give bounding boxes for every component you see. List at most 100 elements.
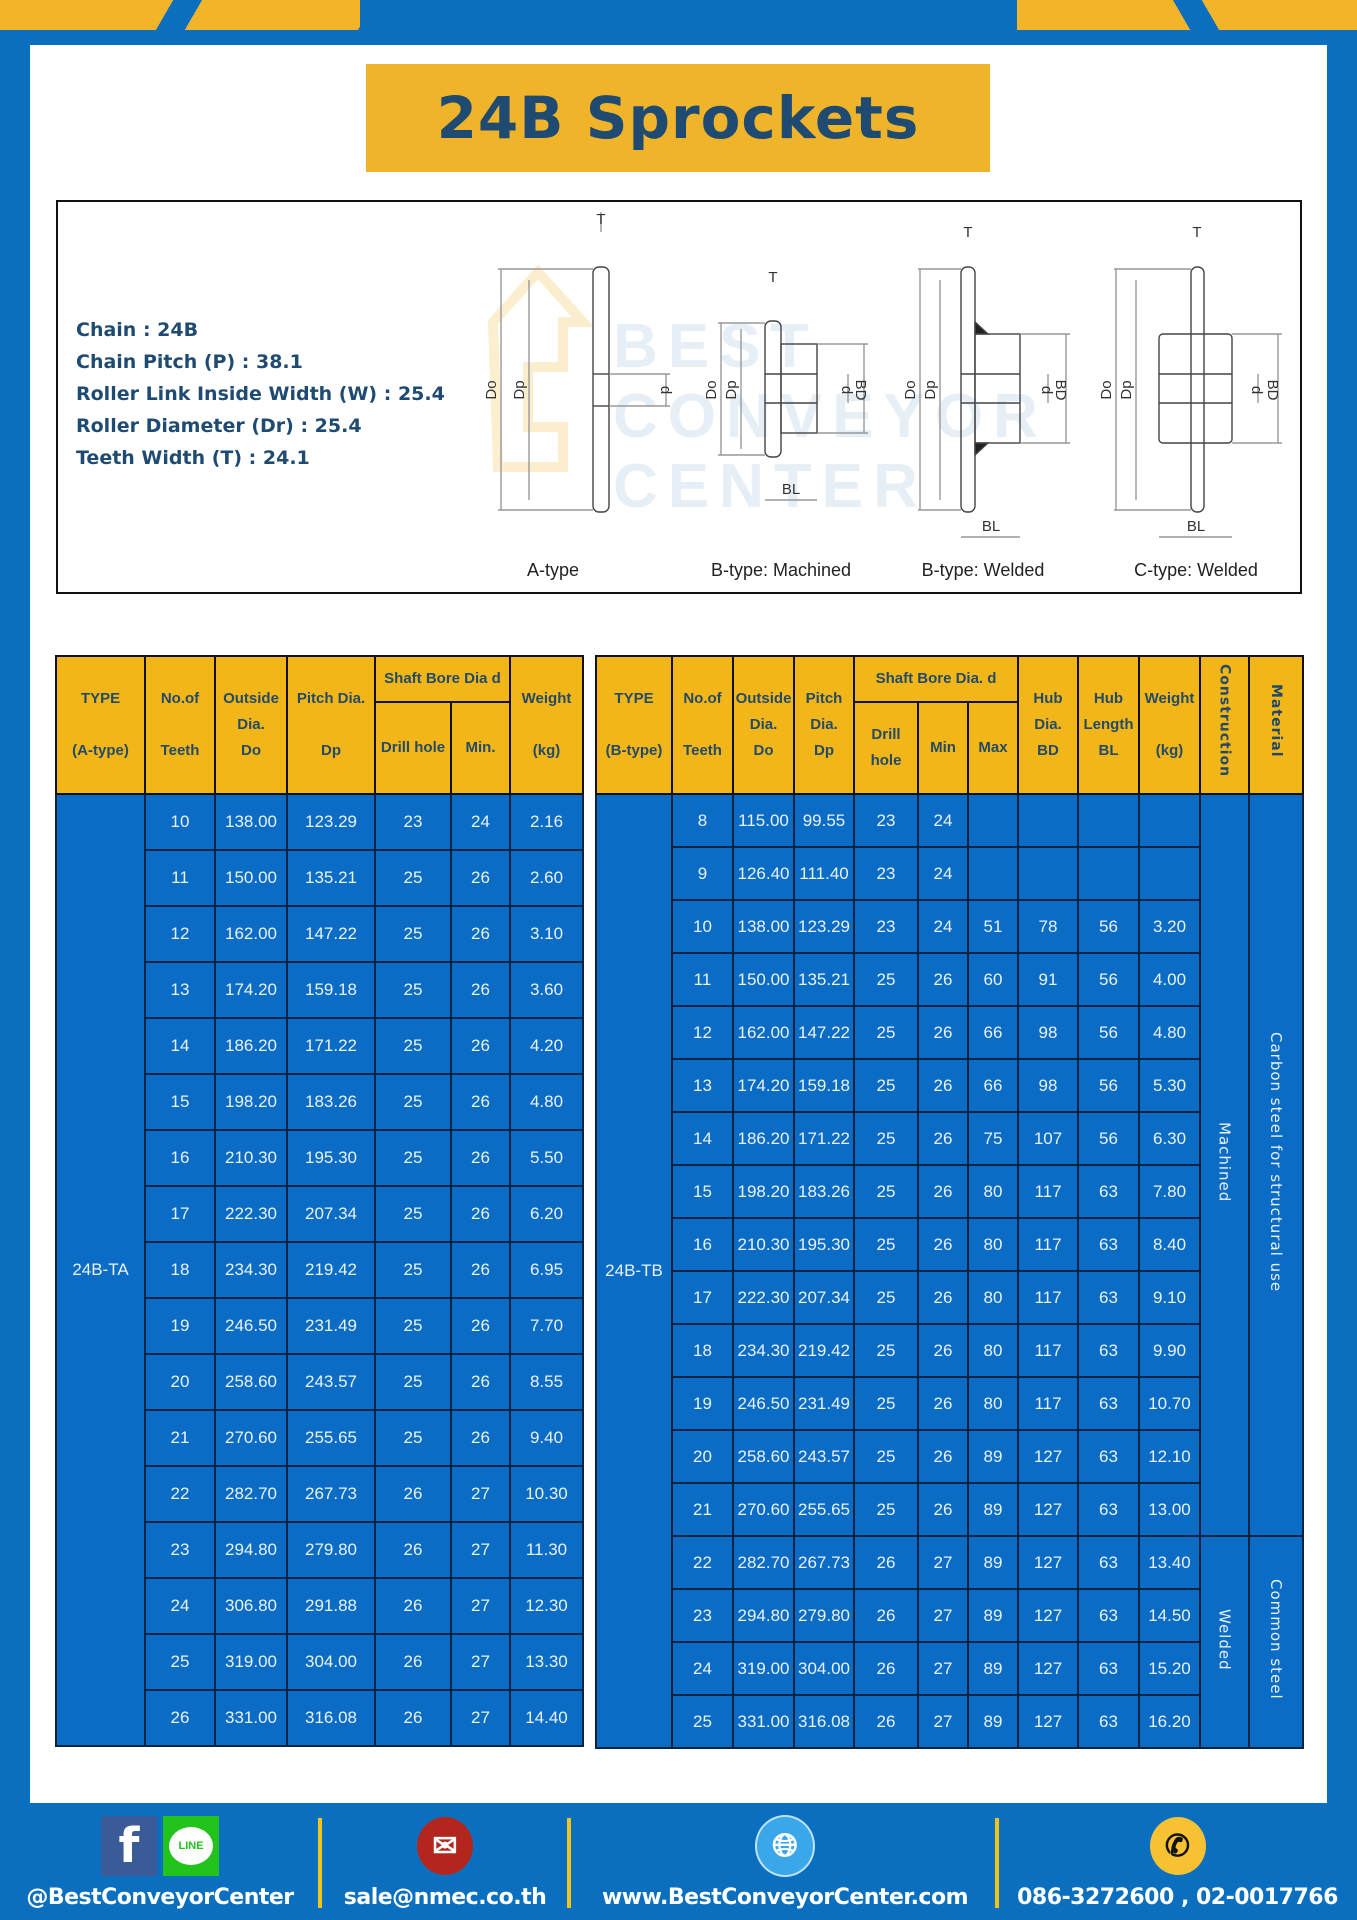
cell-max-bore: 89 [967,1588,1019,1643]
cell-weight: 4.00 [1138,952,1201,1007]
spec-chain-pitch: Chain Pitch (P) : 38.1 [76,351,303,373]
cell-weight: 8.40 [1138,1217,1201,1272]
header-drill-hole: Drill hole [374,701,452,795]
spec-diagram-box: BEST CONVEYOR CENTER [56,200,1302,594]
contact-footer: f LINE @BestConveyorCenter ✉ sale@nmec.c… [0,1803,1357,1920]
header-type: TYPE (A-type) [55,655,146,795]
svg-text:BEST: BEST [613,312,818,381]
dim-label-bl: BL [782,481,800,498]
cell-drill-hole: 25 [853,1429,919,1484]
cell-drill-hole: 26 [853,1535,919,1590]
cell-pitch-dia: 123.29 [286,793,376,851]
social-handle[interactable]: @BestConveyorCenter [26,1885,294,1910]
cell-min-bore: 27 [450,1521,511,1579]
cell-weight: 3.10 [509,905,584,963]
footer-website: 🌐︎ www.BestConveyorCenter.com [580,1803,990,1920]
cell-teeth: 22 [144,1465,216,1523]
cell-weight: 8.55 [509,1353,584,1411]
material-cell: Carbon steel for structural use [1248,793,1304,1537]
cell-outside-dia: 270.60 [732,1482,795,1537]
cell-teeth: 21 [671,1482,734,1537]
page-title: 24B Sprockets [436,84,920,152]
cell-hub-dia: 107 [1017,1111,1079,1166]
cell-teeth: 17 [671,1270,734,1325]
cell-outside-dia: 222.30 [214,1185,288,1243]
table-row: 15 198.20 183.26 25 26 4.80 [56,1073,584,1131]
email-link[interactable]: sale@nmec.co.th [343,1885,547,1910]
cell-drill-hole: 23 [853,846,919,901]
line-badge-text: LINE [169,1827,213,1865]
facebook-icon[interactable]: f [101,1816,157,1876]
phone-numbers[interactable]: 086-3272600 , 02-0017766 [1017,1885,1338,1910]
cell-pitch-dia: 195.30 [793,1217,855,1272]
cell-outside-dia: 174.20 [732,1058,795,1113]
cell-teeth: 23 [671,1588,734,1643]
table-row: 16 210.30 195.30 25 26 5.50 [56,1129,584,1187]
dim-label-t: T [963,224,972,241]
cell-weight: 13.00 [1138,1482,1201,1537]
table-row: 10 138.00 123.29 23 24 51 78 56 3.20 [596,899,1303,954]
cell-max-bore: 66 [967,1005,1019,1060]
cell-pitch-dia: 135.21 [793,952,855,1007]
cell-hub-length: 56 [1077,899,1140,954]
cell-min-bore: 26 [917,1482,969,1537]
cell-weight: 4.80 [509,1073,584,1131]
cell-pitch-dia: 279.80 [286,1521,376,1579]
cell-outside-dia: 126.40 [732,846,795,901]
cell-pitch-dia: 147.22 [793,1005,855,1060]
cell-teeth: 13 [671,1058,734,1113]
footer-social: f LINE @BestConveyorCenter [26,1803,294,1920]
cell-drill-hole: 25 [374,1017,452,1075]
cell-teeth: 16 [144,1129,216,1187]
table-row: 11 150.00 135.21 25 26 2.60 [56,849,584,907]
cell-weight: 12.30 [509,1577,584,1635]
cell-teeth: 19 [144,1297,216,1355]
cell-outside-dia: 138.00 [214,793,288,851]
cell-hub-length: 63 [1077,1270,1140,1325]
dim-label-bd: BD [1052,380,1069,401]
cell-outside-dia: 162.00 [214,905,288,963]
cell-weight: 2.16 [509,793,584,851]
cell-max-bore: 51 [967,899,1019,954]
header-hub-dia: Hub Dia. BD [1017,655,1079,795]
cell-pitch-dia: 304.00 [793,1641,855,1696]
cell-pitch-dia: 219.42 [286,1241,376,1299]
cell-drill-hole: 25 [853,1005,919,1060]
dim-label-bd: BD [1264,380,1281,401]
dim-label-t: T [1192,224,1201,241]
table-row: 9 126.40 111.40 23 24 [596,846,1303,901]
cell-pitch-dia: 291.88 [286,1577,376,1635]
cell-min-bore: 26 [450,1409,511,1467]
cell-pitch-dia: 267.73 [793,1535,855,1590]
cell-teeth: 9 [671,846,734,901]
cell-weight [1138,846,1201,901]
header-weight: Weight (kg) [509,655,584,795]
cell-max-bore: 89 [967,1641,1019,1696]
line-icon[interactable]: LINE [163,1816,219,1876]
cell-pitch-dia: 171.22 [286,1017,376,1075]
header-type: TYPE (B-type) [595,655,673,795]
cell-teeth: 20 [144,1353,216,1411]
cell-min-bore: 27 [450,1633,511,1691]
cell-min-bore: 26 [450,1017,511,1075]
website-link[interactable]: www.BestConveyorCenter.com [601,1885,969,1910]
cell-hub-length: 56 [1077,952,1140,1007]
cell-hub-length: 63 [1077,1164,1140,1219]
cell-teeth: 19 [671,1376,734,1431]
table-row: 19 246.50 231.49 25 26 80 117 63 10.70 [596,1376,1303,1431]
header-shaft-bore: Shaft Bore Dia. d [853,655,1019,703]
table-row: 12 162.00 147.22 25 26 3.10 [56,905,584,963]
table-row: 23 294.80 279.80 26 27 11.30 [56,1521,584,1579]
svg-text:CONVEYOR: CONVEYOR [613,382,1048,451]
cell-drill-hole: 25 [853,1164,919,1219]
table-row: 22 282.70 267.73 26 27 10.30 [56,1465,584,1523]
chain-spec-list: Chain : 24B Chain Pitch (P) : 38.1 Rolle… [76,314,445,474]
cell-weight: 9.10 [1138,1270,1201,1325]
cell-weight: 7.70 [509,1297,584,1355]
cell-hub-dia: 127 [1017,1694,1079,1749]
cell-min-bore: 26 [917,1376,969,1431]
cell-weight [1138,793,1201,848]
cell-outside-dia: 198.20 [214,1073,288,1131]
cell-pitch-dia: 99.55 [793,793,855,848]
cell-drill-hole: 26 [853,1694,919,1749]
